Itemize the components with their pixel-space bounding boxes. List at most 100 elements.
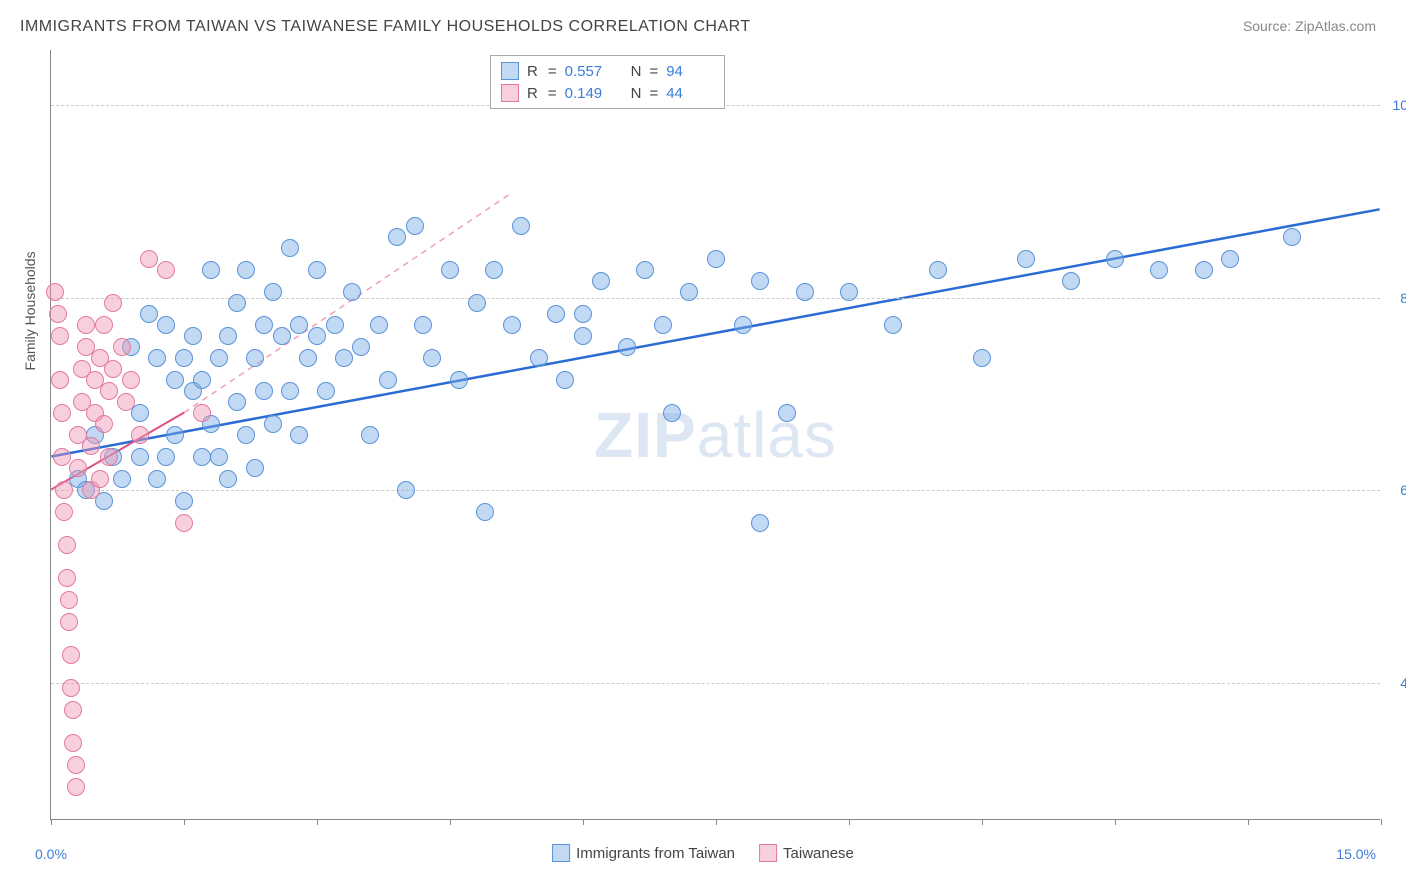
gridline (51, 298, 1380, 299)
point-immigrants (707, 250, 725, 268)
x-tick (982, 819, 983, 825)
point-immigrants (308, 261, 326, 279)
point-taiwanese (53, 404, 71, 422)
point-taiwanese (62, 646, 80, 664)
chart-title: IMMIGRANTS FROM TAIWAN VS TAIWANESE FAMI… (20, 18, 751, 36)
point-immigrants (237, 426, 255, 444)
x-tick (1115, 819, 1116, 825)
point-immigrants (778, 404, 796, 422)
point-immigrants (414, 316, 432, 334)
series-1-color-box (501, 62, 519, 80)
point-immigrants (237, 261, 255, 279)
point-immigrants (406, 217, 424, 235)
r-value-1: 0.557 (565, 63, 613, 80)
point-immigrants (157, 316, 175, 334)
gridline (51, 683, 1380, 684)
series-2-color-box (501, 84, 519, 102)
point-immigrants (326, 316, 344, 334)
point-immigrants (370, 316, 388, 334)
y-tick-label: 47.5% (1385, 675, 1406, 691)
point-taiwanese (58, 569, 76, 587)
point-immigrants (512, 217, 530, 235)
point-immigrants (1150, 261, 1168, 279)
equals-icon: = (548, 63, 557, 80)
equals-icon: = (548, 85, 557, 102)
point-taiwanese (104, 294, 122, 312)
point-immigrants (343, 283, 361, 301)
point-immigrants (547, 305, 565, 323)
r-label-1: R (527, 63, 538, 80)
point-taiwanese (122, 371, 140, 389)
point-taiwanese (55, 481, 73, 499)
legend-stats-row-2: R = 0.149 N = 44 (501, 82, 714, 104)
point-immigrants (450, 371, 468, 389)
point-immigrants (184, 327, 202, 345)
point-immigrants (840, 283, 858, 301)
point-taiwanese (69, 459, 87, 477)
point-immigrants (734, 316, 752, 334)
point-taiwanese (55, 503, 73, 521)
point-immigrants (654, 316, 672, 334)
y-tick-label: 82.5% (1385, 290, 1406, 306)
point-immigrants (148, 470, 166, 488)
point-immigrants (530, 349, 548, 367)
correlation-chart: IMMIGRANTS FROM TAIWAN VS TAIWANESE FAMI… (0, 0, 1406, 892)
point-immigrants (618, 338, 636, 356)
x-axis-max-label: 15.0% (1336, 846, 1376, 862)
point-immigrants (592, 272, 610, 290)
point-taiwanese (49, 305, 67, 323)
legend-stats-row-1: R = 0.557 N = 94 (501, 60, 714, 82)
source-attribution: Source: ZipAtlas.com (1243, 18, 1376, 34)
point-immigrants (228, 294, 246, 312)
point-immigrants (388, 228, 406, 246)
point-immigrants (210, 448, 228, 466)
watermark-light: atlas (697, 399, 837, 471)
n-value-2: 44 (666, 85, 714, 102)
point-taiwanese (60, 613, 78, 631)
x-tick (317, 819, 318, 825)
point-immigrants (166, 371, 184, 389)
point-taiwanese (175, 514, 193, 532)
point-immigrants (219, 327, 237, 345)
point-immigrants (973, 349, 991, 367)
legend-label: Immigrants from Taiwan (576, 845, 735, 862)
x-tick (716, 819, 717, 825)
point-immigrants (281, 382, 299, 400)
legend-color-box (759, 844, 777, 862)
point-immigrants (751, 272, 769, 290)
x-tick (184, 819, 185, 825)
point-immigrants (175, 349, 193, 367)
point-immigrants (210, 349, 228, 367)
point-taiwanese (113, 338, 131, 356)
point-immigrants (352, 338, 370, 356)
point-immigrants (503, 316, 521, 334)
point-immigrants (335, 349, 353, 367)
point-immigrants (246, 349, 264, 367)
point-immigrants (423, 349, 441, 367)
point-immigrants (1221, 250, 1239, 268)
point-taiwanese (67, 778, 85, 796)
n-value-1: 94 (666, 63, 714, 80)
point-taiwanese (46, 283, 64, 301)
point-taiwanese (82, 437, 100, 455)
legend-label: Taiwanese (783, 845, 854, 862)
point-immigrants (485, 261, 503, 279)
y-axis-title: Family Households (22, 251, 38, 370)
point-immigrants (1017, 250, 1035, 268)
point-taiwanese (51, 327, 69, 345)
point-taiwanese (95, 316, 113, 334)
point-taiwanese (100, 382, 118, 400)
point-immigrants (166, 426, 184, 444)
point-immigrants (255, 382, 273, 400)
point-immigrants (148, 349, 166, 367)
x-tick (1381, 819, 1382, 825)
point-taiwanese (157, 261, 175, 279)
point-taiwanese (67, 756, 85, 774)
r-label-2: R (527, 85, 538, 102)
point-immigrants (556, 371, 574, 389)
x-tick (51, 819, 52, 825)
point-immigrants (929, 261, 947, 279)
point-immigrants (636, 261, 654, 279)
point-immigrants (680, 283, 698, 301)
point-immigrants (379, 371, 397, 389)
